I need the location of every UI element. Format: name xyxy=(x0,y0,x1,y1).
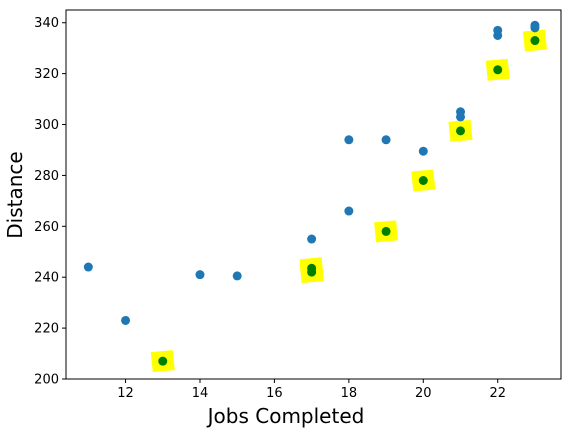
points-layer xyxy=(83,20,540,366)
highlighted-data-point xyxy=(418,176,428,186)
y-tick-label: 280 xyxy=(34,169,59,184)
data-point xyxy=(344,135,354,145)
highlighted-data-point xyxy=(381,226,391,236)
y-tick-label: 260 xyxy=(34,220,59,235)
y-tick-label: 320 xyxy=(34,67,59,82)
y-tick-label: 340 xyxy=(34,16,59,31)
x-axis-label: Jobs Completed xyxy=(206,404,365,428)
highlighted-data-point xyxy=(493,65,503,75)
data-point xyxy=(344,206,354,216)
data-point xyxy=(195,270,205,280)
x-tick-label: 16 xyxy=(266,386,283,401)
y-tick-label: 200 xyxy=(34,373,59,388)
data-point xyxy=(418,146,428,156)
x-axis-ticks: 12 14 16 18 20 22 xyxy=(117,379,506,401)
highlighted-data-point xyxy=(307,267,317,277)
highlighted-data-point xyxy=(456,126,466,136)
data-point xyxy=(493,30,503,40)
data-point xyxy=(456,112,466,122)
highlighted-data-point xyxy=(158,356,168,366)
highlighted-data-point xyxy=(530,36,540,46)
y-tick-label: 300 xyxy=(34,118,59,133)
y-tick-label: 220 xyxy=(34,322,59,337)
x-tick-label: 20 xyxy=(415,386,432,401)
x-tick-label: 12 xyxy=(117,386,134,401)
x-tick-label: 14 xyxy=(192,386,209,401)
plot-frame xyxy=(65,9,562,380)
data-point xyxy=(381,135,391,145)
data-point xyxy=(121,315,131,325)
data-point xyxy=(83,262,93,272)
data-point xyxy=(307,234,317,244)
y-axis-ticks: 200 220 240 260 280 300 320 340 xyxy=(34,16,66,388)
x-tick-label: 18 xyxy=(341,386,358,401)
data-point xyxy=(530,23,540,33)
x-tick-label: 22 xyxy=(489,386,506,401)
y-tick-label: 240 xyxy=(34,271,59,286)
y-axis-label: Distance xyxy=(3,151,27,238)
data-point xyxy=(232,271,242,281)
